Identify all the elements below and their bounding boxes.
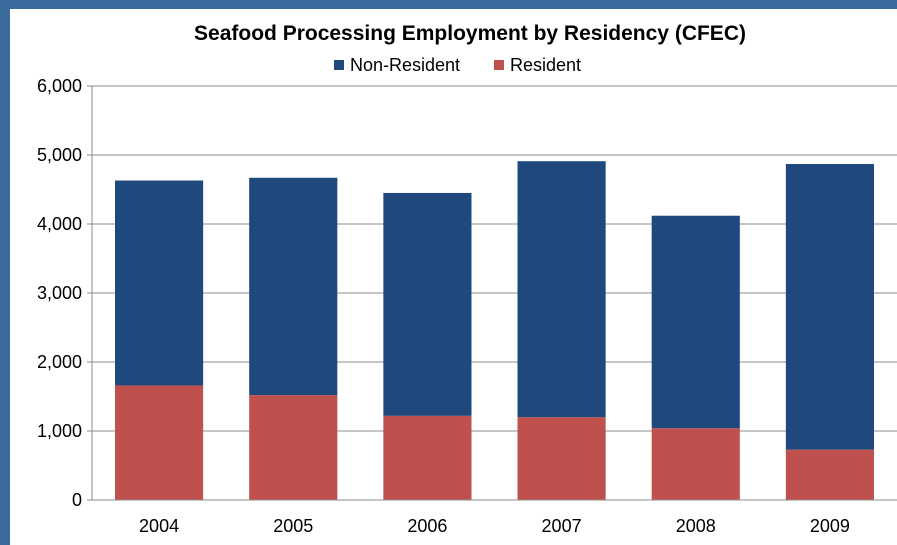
x-tick-label-2007: 2007 (542, 516, 582, 536)
x-tick-label-2008: 2008 (676, 516, 716, 536)
y-tick-label-3: 3,000 (37, 283, 82, 303)
y-tick-label-5: 5,000 (37, 145, 82, 165)
axes (87, 85, 897, 501)
bar-resident-2006 (383, 415, 472, 500)
y-tick-labels: 0 1,000 2,000 3,000 4,000 5,000 6,000 (37, 76, 82, 510)
legend-swatch-non-resident (334, 60, 344, 70)
y-tick-label-6: 6,000 (37, 76, 82, 96)
bar-non-resident-2006 (383, 192, 472, 416)
bar-non-resident-2005 (249, 177, 338, 396)
chart: Seafood Processing Employment by Residen… (37, 22, 897, 536)
y-tick-label-1: 1,000 (37, 421, 82, 441)
chart-frame: Seafood Processing Employment by Residen… (10, 9, 897, 545)
x-tick-label-2004: 2004 (139, 516, 179, 536)
x-tick-label-2005: 2005 (273, 516, 313, 536)
gridlines (92, 85, 897, 432)
x-tick-labels: 2004 2005 2006 2007 2008 2009 (139, 516, 850, 536)
legend: Non-Resident Resident (334, 55, 581, 75)
bar-non-resident-2004 (115, 180, 204, 386)
y-tick-label-0: 0 (72, 490, 82, 510)
x-tick-label-2009: 2009 (810, 516, 850, 536)
bar-resident-2004 (115, 385, 204, 500)
bar-resident-2009 (785, 449, 874, 500)
legend-label-non-resident: Non-Resident (350, 55, 460, 75)
bar-resident-2007 (517, 417, 606, 500)
bars (115, 161, 874, 500)
legend-swatch-resident (494, 60, 504, 70)
bar-non-resident-2007 (517, 161, 606, 418)
y-tick-label-2: 2,000 (37, 352, 82, 372)
bar-non-resident-2009 (785, 163, 874, 450)
y-tick-label-4: 4,000 (37, 214, 82, 234)
bar-resident-2008 (651, 428, 740, 500)
x-tick-label-2006: 2006 (407, 516, 447, 536)
chart-title: Seafood Processing Employment by Residen… (194, 22, 746, 45)
bar-non-resident-2008 (651, 215, 740, 429)
bar-resident-2005 (249, 395, 338, 500)
legend-label-resident: Resident (510, 55, 581, 75)
